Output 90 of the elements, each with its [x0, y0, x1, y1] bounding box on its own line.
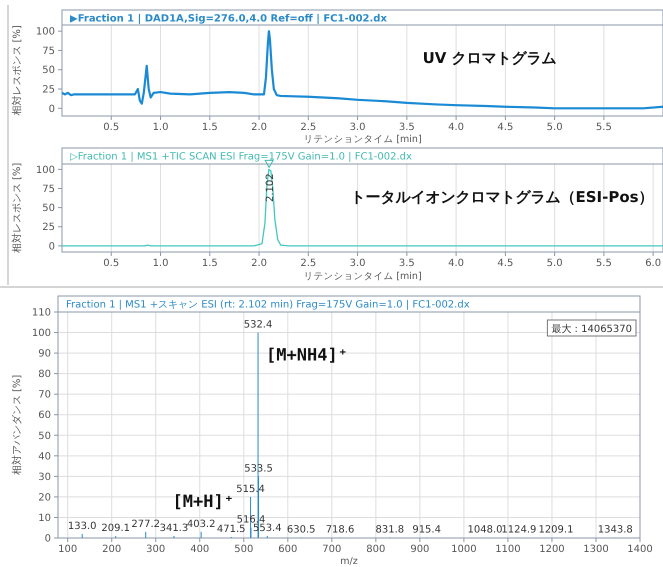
y-tick-label: 30	[38, 472, 51, 483]
x-tick-label: 1.0	[152, 258, 168, 269]
chart-title: ▷Fraction 1 | MS1 +TIC SCAN ESI Frag=175V Gain=1.0 | FC1-002.dx	[70, 152, 412, 162]
x-tick-label: 100	[58, 544, 78, 555]
y-tick-label: 50	[42, 65, 55, 76]
x-tick-label: 3.5	[398, 258, 415, 269]
x-tick-label: 800	[366, 544, 386, 555]
annotation: 471.5	[216, 524, 246, 535]
annotation: [M+NH4]⁺	[266, 346, 348, 366]
x-tick-label: 600	[278, 544, 298, 555]
annotation: 831.8	[376, 524, 404, 536]
y-tick-label: 75	[42, 184, 55, 195]
y-tick-label: 70	[38, 390, 51, 401]
annotation: 209.1	[101, 522, 130, 534]
annotation: 630.5	[286, 524, 316, 536]
annotation: 最大 : 14065370	[551, 323, 632, 335]
x-tick-label: 1.5	[202, 258, 218, 269]
x-tick-label: 1200	[539, 544, 565, 555]
x-tick-label: 5.0	[546, 258, 563, 269]
y-axis-title: 相対アバンダンス [%]	[11, 374, 23, 476]
y-tick-label: 100	[32, 328, 51, 340]
annotation: 1209.1	[538, 524, 574, 536]
y-tick-label: 25	[42, 84, 55, 96]
x-axis-title: リテンションタイム [min]	[303, 271, 422, 282]
y-tick-label: 25	[42, 222, 55, 234]
x-tick-label: 2.0	[251, 122, 267, 133]
chart-title: Fraction 1 | MS1 +スキャン ESI (rt: 2.102 min) Frag=175V Gain=1.0 | FC1-002.dx	[66, 300, 470, 310]
y-tick-label: 40	[38, 451, 51, 462]
annotation: 277.2	[131, 518, 160, 530]
x-tick-label: 6.0	[645, 258, 662, 269]
annotation: 1048.0	[468, 524, 503, 536]
annotation: [M+H]⁺	[172, 492, 234, 512]
x-tick-label: 5.5	[596, 122, 612, 133]
y-axis-title: 相対レスポンス [%]	[11, 25, 23, 116]
y-tick-label: 60	[38, 410, 51, 422]
annotation: 341.3	[160, 522, 188, 534]
y-tick-label: 90	[38, 348, 51, 360]
annotation: 718.6	[326, 524, 354, 536]
annotation: UV クロマトグラム	[422, 49, 557, 68]
annotation: 133.0	[68, 520, 97, 532]
annotation: 532.4	[244, 320, 272, 331]
x-tick-label: 1300	[583, 544, 609, 555]
x-tick-label: 4.5	[497, 258, 514, 269]
x-tick-label: 0.5	[103, 258, 120, 269]
x-tick-label: 1.5	[202, 122, 218, 133]
x-axis-title: リテンションタイム [min]	[303, 134, 422, 145]
x-tick-label: 3.0	[350, 258, 366, 269]
y-tick-label: 100	[36, 26, 55, 38]
x-tick-label: 1100	[495, 544, 521, 555]
x-tick-label: 1.0	[152, 122, 168, 133]
x-tick-label: 200	[102, 544, 122, 555]
y-tick-label: 0	[44, 534, 51, 544]
y-tick-label: 75	[42, 46, 55, 57]
x-tick-label: 5.0	[546, 122, 563, 133]
x-tick-label: 1400	[627, 544, 653, 555]
annotation: 1124.9	[501, 524, 536, 536]
annotation: 1343.8	[598, 524, 633, 536]
x-tick-label: 1000	[451, 544, 477, 555]
y-tick-label: 10	[38, 512, 51, 524]
chart-title: ▶Fraction 1 | DAD1A,Sig=276.0,4.0 Ref=off | FC1-002.dx	[70, 14, 388, 24]
line-series	[60, 30, 663, 110]
x-tick-label: 900	[410, 544, 430, 555]
x-tick-label: 2.5	[300, 122, 316, 133]
y-tick-label: 0	[48, 241, 55, 252]
y-tick-label: 80	[38, 369, 51, 380]
x-tick-label: 2.0	[251, 258, 267, 269]
y-tick-label: 50	[42, 203, 55, 214]
x-tick-label: 300	[146, 544, 166, 555]
x-tick-label: 5.5	[596, 258, 612, 269]
annotation: トータルイオンクロマトグラム（ESI-Pos）	[350, 188, 654, 206]
x-tick-label: 3.5	[398, 122, 415, 133]
y-tick-label: 20	[38, 492, 51, 504]
x-tick-label: 0.5	[103, 122, 120, 133]
x-tick-label: 4.0	[448, 122, 464, 133]
y-tick-label: 50	[38, 430, 51, 442]
annotation: 915.4	[412, 524, 441, 536]
x-tick-label: 400	[190, 544, 210, 555]
x-tick-label: 3.0	[350, 122, 366, 133]
x-tick-label: 500	[234, 544, 254, 555]
y-axis-title: 相対レスポンス [%]	[11, 162, 23, 254]
y-tick-label: 100	[36, 164, 55, 176]
x-tick-label: 4.0	[448, 258, 464, 269]
annotation: 2.102	[265, 173, 276, 202]
x-tick-label: 2.5	[300, 258, 316, 269]
x-tick-label: 700	[322, 544, 342, 555]
y-tick-label: 0	[48, 104, 55, 115]
x-axis-title: m/z	[340, 556, 358, 567]
x-tick-label: 4.5	[497, 122, 514, 133]
annotation: 403.2	[186, 518, 216, 530]
y-tick-label: 110	[32, 308, 51, 318]
